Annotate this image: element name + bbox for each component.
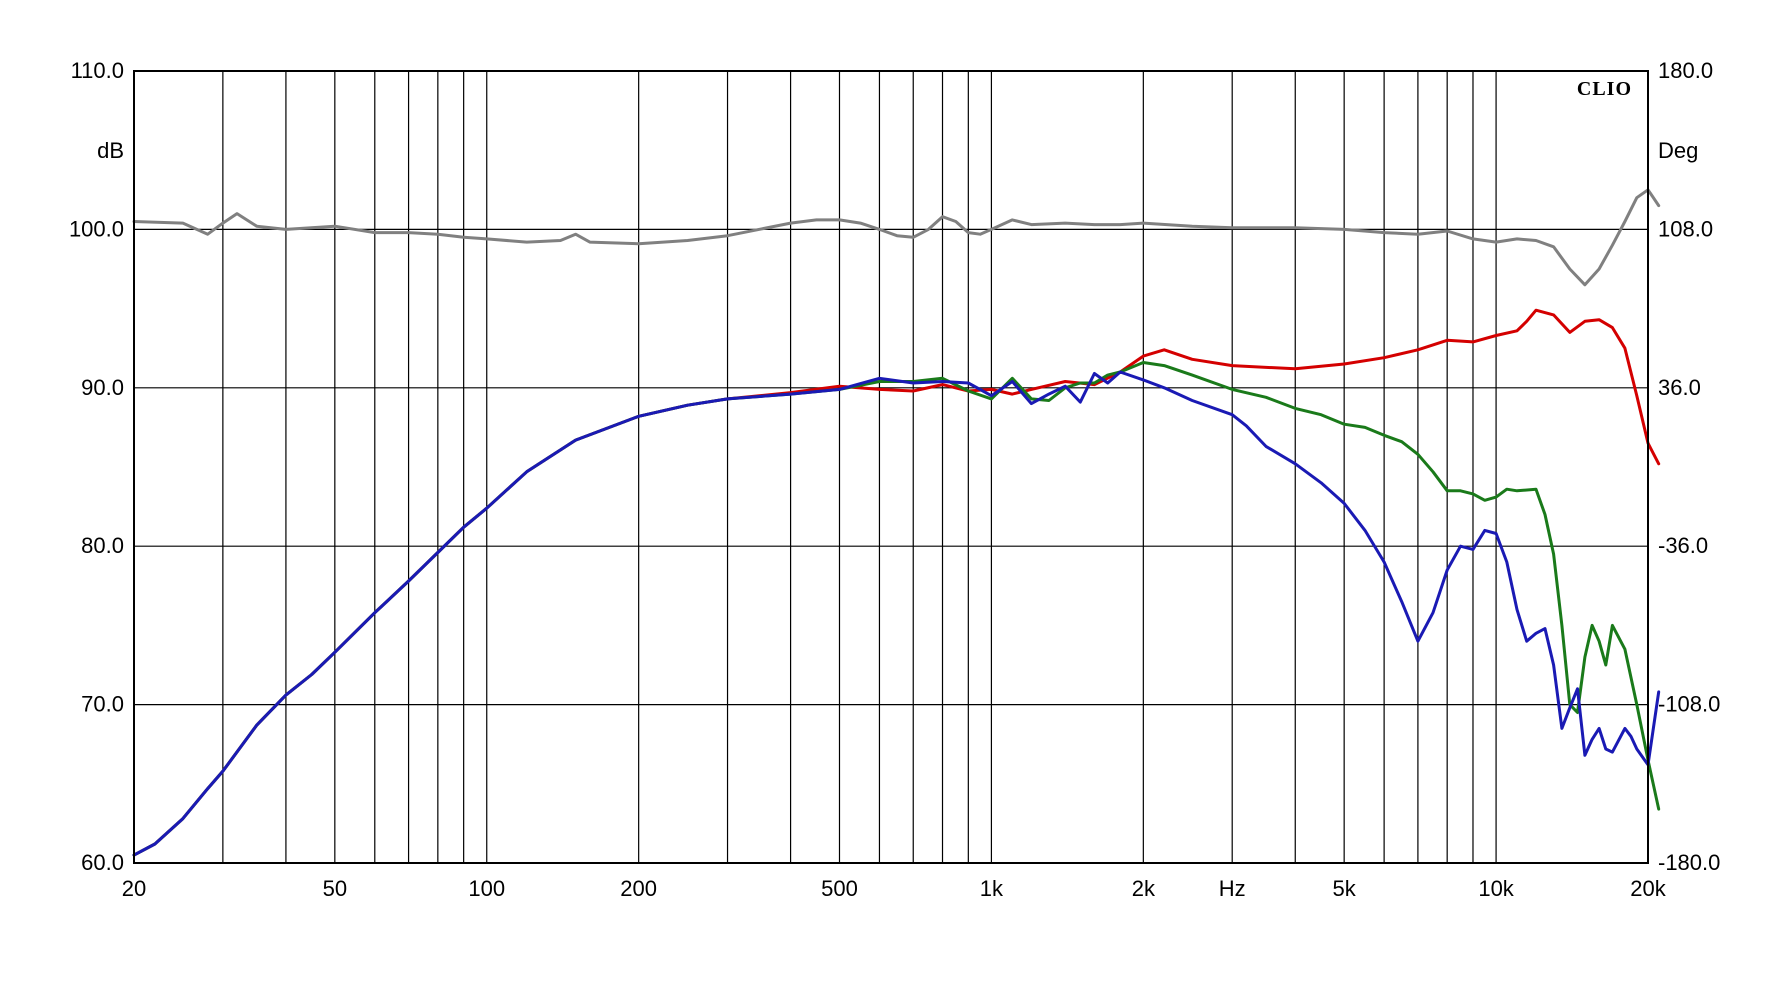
x-tick-label: 1k — [980, 876, 1004, 901]
y-right-tick-label: -180.0 — [1658, 850, 1720, 875]
series-line-4 — [132, 370, 1661, 857]
y-right-tick-label: -108.0 — [1658, 692, 1720, 717]
y-right-tick-label: 36.0 — [1658, 375, 1701, 400]
x-tick-label: 20k — [1630, 876, 1666, 901]
plot-area — [134, 71, 1648, 863]
x-unit-label: Hz — [1219, 876, 1246, 901]
y-left-tick-label: 100.0 — [69, 216, 124, 241]
y-right-tick-label: 108.0 — [1658, 216, 1713, 241]
y-left-tick-label: 80.0 — [81, 533, 124, 558]
series-lines — [132, 188, 1661, 857]
y-left-tick-label: 60.0 — [81, 850, 124, 875]
axis-labels: 20 50 100 200 500 1k 2k 5k 10k 20k 60.0 70.0 80.0 90.… — [69, 58, 1720, 901]
y-left-tick-label: 90.0 — [81, 375, 124, 400]
y-right-unit-label: Deg — [1658, 138, 1698, 163]
x-tick-label: 200 — [620, 876, 657, 901]
x-tick-label: 10k — [1478, 876, 1514, 901]
y-left-unit-label: dB — [97, 138, 124, 163]
y-left-tick-label: 110.0 — [71, 58, 124, 83]
series-line-1 — [132, 188, 1661, 287]
y-right-tick-label: 180.0 — [1658, 58, 1713, 83]
x-tick-label: 2k — [1132, 876, 1156, 901]
x-tick-label: 20 — [122, 876, 146, 901]
x-tick-label: 500 — [821, 876, 858, 901]
plot-frame — [133, 70, 1649, 864]
clio-brand-label: CLIO — [1577, 78, 1632, 100]
y-left-tick-label: 70.0 — [81, 692, 124, 717]
x-tick-label: 5k — [1333, 876, 1357, 901]
x-tick-label: 50 — [323, 876, 347, 901]
y-right-tick-label: -36.0 — [1658, 533, 1708, 558]
x-tick-label: 100 — [468, 876, 505, 901]
